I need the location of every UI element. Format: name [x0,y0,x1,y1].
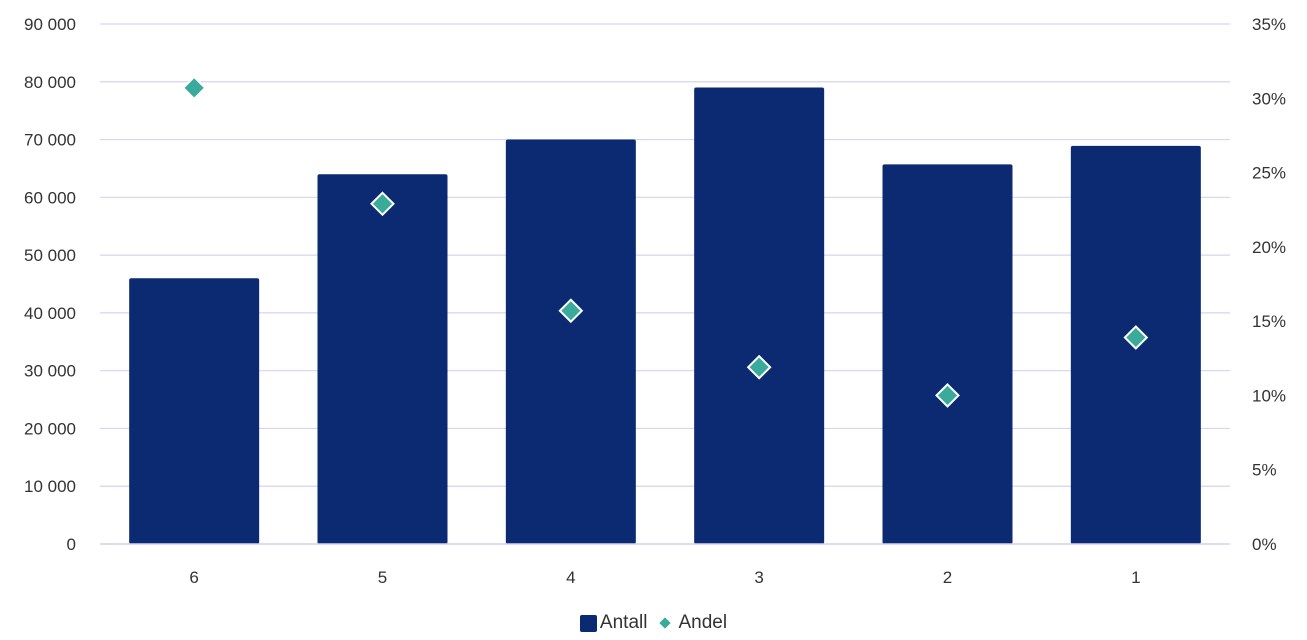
right-axis-ticks: 0% 5% 10% 15% 20% 25% 30% 35% [1252,15,1286,554]
legend-swatch-antall [579,614,597,632]
bar-3 [694,87,825,545]
right-tick-label: 35% [1252,15,1286,34]
gridlines [100,23,1230,545]
point-1 [1123,325,1149,350]
legend-item-andel: Andel [659,612,728,634]
right-tick-label: 20% [1252,238,1286,257]
left-tick-label: 0 [67,535,76,554]
point-4 [558,298,584,324]
left-tick-label: 70 000 [24,131,76,150]
left-axis-ticks: 0 10 000 20 000 30 000 40 000 50 000 60 000 70 … [24,15,76,554]
right-tick-label: 0% [1252,535,1277,554]
left-tick-label: 30 000 [24,362,76,381]
left-tick-label: 10 000 [24,477,76,496]
left-tick-label: 90 000 [24,15,76,34]
right-tick-label: 10% [1252,386,1286,405]
point-3 [746,354,772,380]
point-2 [935,383,960,408]
bar-2 [882,164,1013,544]
x-tick-label: 5 [378,568,387,587]
left-tick-label: 40 000 [24,304,76,323]
bar-series [100,87,1230,545]
bar-5 [317,174,448,544]
point-6 [181,75,207,101]
x-tick-label: 3 [754,568,763,587]
scatter-series [181,75,1149,408]
x-tick-label: 4 [566,568,575,587]
right-tick-label: 5% [1252,461,1277,480]
legend-label-antall: Antall [599,612,648,633]
bar-6 [129,278,260,544]
left-tick-label: 60 000 [24,188,76,207]
x-tick-label: 2 [943,568,952,587]
legend-label-andel: Andel [678,612,728,633]
legend-item-antall: Antall [579,612,648,634]
left-tick-label: 20 000 [24,419,76,438]
legend: Antall Andel [0,612,1307,634]
legend-swatch-andel [659,617,672,629]
x-tick-label: 6 [189,568,198,587]
chart-canvas: 0 10 000 20 000 30 000 40 000 50 000 60 000 70 … [24,15,1286,587]
right-tick-label: 15% [1252,312,1286,331]
left-tick-label: 50 000 [24,246,76,265]
right-tick-label: 30% [1252,89,1286,108]
x-axis-ticks: 6 5 4 3 2 1 [189,568,1140,587]
point-5 [370,191,395,217]
x-tick-label: 1 [1131,568,1140,587]
right-tick-label: 25% [1252,164,1286,183]
left-tick-label: 80 000 [24,73,76,92]
bar-4 [505,139,636,545]
